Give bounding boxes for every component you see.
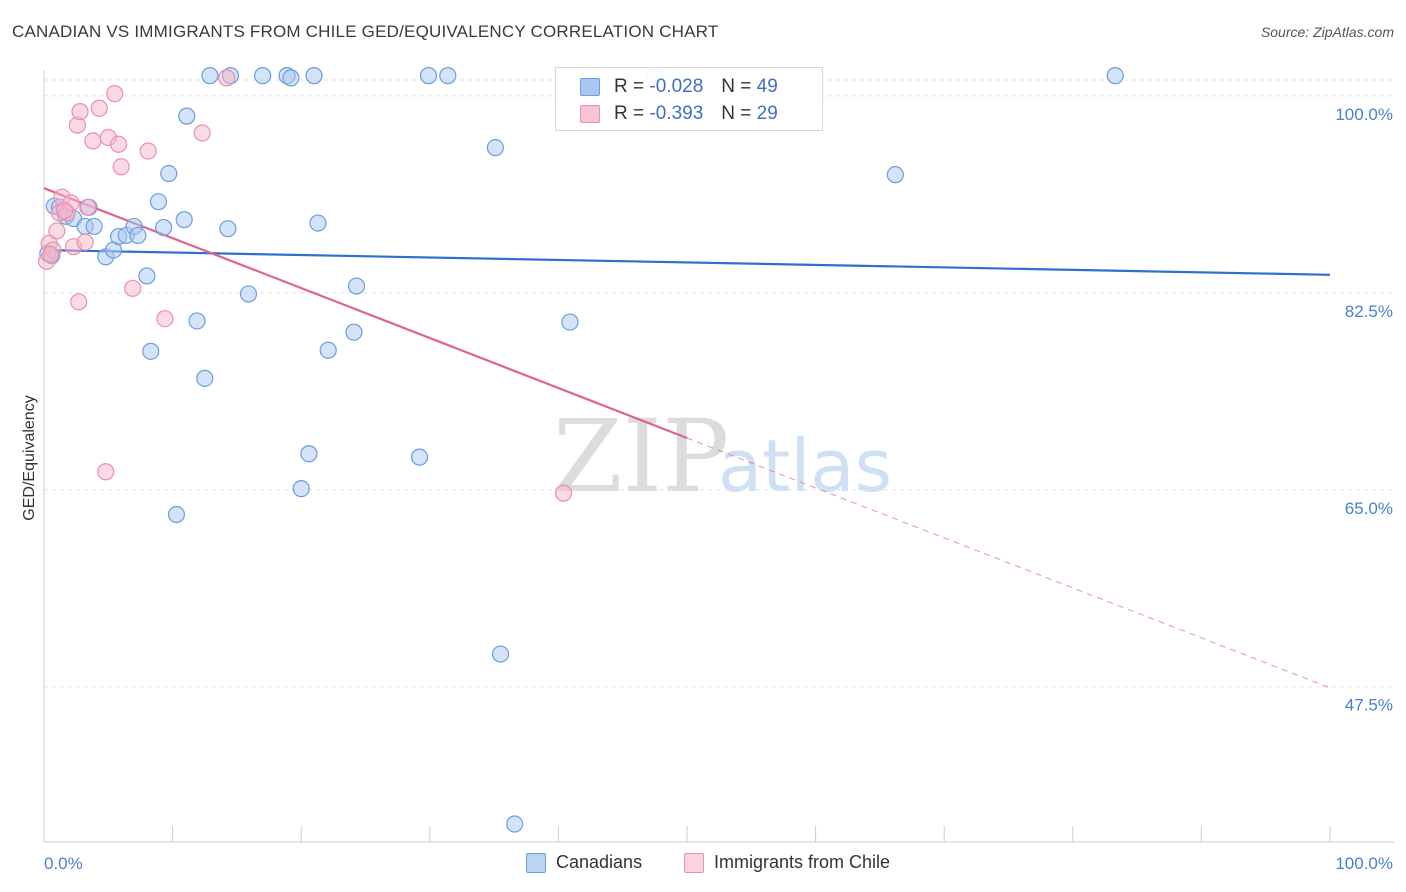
series-legend: Canadians Immigrants from Chile (0, 852, 1406, 876)
legend-n-value: 49 (756, 76, 778, 97)
canadian-point (175, 211, 193, 229)
canadian-point (410, 448, 429, 466)
axes (43, 70, 1394, 843)
legend-item-canadians[interactable]: Canadians (526, 852, 642, 873)
chile-point (218, 69, 236, 87)
chart-title: CANADIAN VS IMMIGRANTS FROM CHILE GED/EQ… (12, 22, 719, 41)
chile-point (41, 245, 60, 264)
legend-r-label: R = (614, 103, 645, 124)
legend-n-label: N = (721, 76, 752, 97)
chile-point (124, 279, 142, 297)
canadian-point (196, 369, 214, 387)
chile-point (55, 202, 74, 220)
chile-trend-line (43, 187, 688, 440)
canadian-point (506, 815, 524, 833)
canadian-point (319, 341, 337, 359)
canadian-point (305, 67, 323, 85)
y-tick-label: 65.0% (1345, 499, 1393, 518)
legend-row-canadians: R = -0.028 N = 49 (580, 75, 778, 99)
chile-point (48, 222, 66, 240)
y-tick-label: 100.0% (1335, 105, 1393, 124)
chile-point (70, 293, 88, 311)
chile-point (156, 310, 174, 328)
legend-r-value: -0.393 (649, 103, 704, 124)
canadian-point (419, 67, 438, 85)
y-tick-label: 82.5% (1345, 302, 1393, 321)
canadian-point (292, 480, 310, 498)
tick-labels: 100.0% 82.5% 65.0% 47.5% 0.0% 100.0% (44, 105, 1393, 873)
canadian-point (254, 67, 272, 85)
legend-n-label: N = (721, 103, 752, 124)
canadian-point (309, 214, 327, 232)
canadian-point (486, 139, 504, 157)
canadian-point (347, 277, 366, 295)
legend-r-value: -0.028 (649, 76, 704, 97)
canadian-point (1106, 67, 1124, 85)
x-tick-label: 100.0% (1335, 854, 1393, 873)
canadian-point (561, 313, 579, 331)
legend-r-label: R = (614, 76, 645, 97)
canadian-point (300, 445, 318, 463)
legend-row-chile: R = -0.393 N = 29 (580, 102, 778, 126)
watermark-atlas: atlas (718, 424, 892, 508)
chile-point (109, 135, 128, 153)
canadian-point (439, 67, 457, 85)
correlation-legend: R = -0.028 N = 49 R = -0.393 N = 29 (555, 67, 823, 131)
canadian-point (491, 645, 510, 663)
legend-swatch-pink (580, 105, 600, 123)
canadian-point (188, 312, 206, 330)
gridlines (44, 79, 1394, 688)
chile-point (106, 85, 124, 103)
chile-trend-line-extension (686, 437, 1331, 689)
canadian-point (178, 107, 196, 125)
canadian-point (345, 323, 363, 341)
chile-point (139, 142, 157, 160)
legend-swatch-chile (684, 852, 704, 873)
trend-lines (43, 187, 1331, 689)
legend-item-chile[interactable]: Immigrants from Chile (684, 852, 890, 873)
source-label: Source: ZipAtlas.com (1260, 24, 1394, 40)
canadian-point (282, 69, 300, 87)
chile-point (97, 463, 115, 481)
watermark-zip: ZIP (553, 398, 729, 515)
canadian-point (167, 505, 186, 524)
canadian-point (886, 166, 904, 184)
chile-point (84, 132, 102, 150)
canadian-point (138, 267, 156, 285)
canadian-point (85, 217, 103, 236)
y-axis-title: GED/Equivalency (21, 395, 38, 520)
legend-swatch-canadians (526, 852, 546, 873)
canadian-point (129, 226, 147, 245)
chile-point (554, 484, 573, 502)
chile-point (90, 99, 108, 117)
chile-point (71, 103, 89, 121)
canadian-point (142, 342, 160, 360)
canadian-point (219, 220, 237, 238)
canadian-point (149, 193, 168, 211)
legend-n-value: 29 (756, 103, 778, 124)
canadians-trend-line (43, 248, 1331, 276)
x-tick-label: 0.0% (44, 854, 83, 873)
chile-point (112, 158, 130, 176)
y-tick-label: 47.5% (1345, 696, 1393, 715)
chile-point (193, 124, 211, 142)
canadian-point (154, 218, 173, 237)
data-points (37, 67, 1124, 833)
legend-swatch-blue (580, 78, 600, 96)
canadian-point (239, 285, 258, 303)
legend-label-chile: Immigrants from Chile (714, 852, 891, 872)
chile-point (79, 198, 97, 216)
chile-point (76, 233, 94, 251)
canadian-point (201, 67, 219, 85)
legend-label-canadians: Canadians (556, 852, 643, 872)
canadian-point (160, 164, 178, 183)
